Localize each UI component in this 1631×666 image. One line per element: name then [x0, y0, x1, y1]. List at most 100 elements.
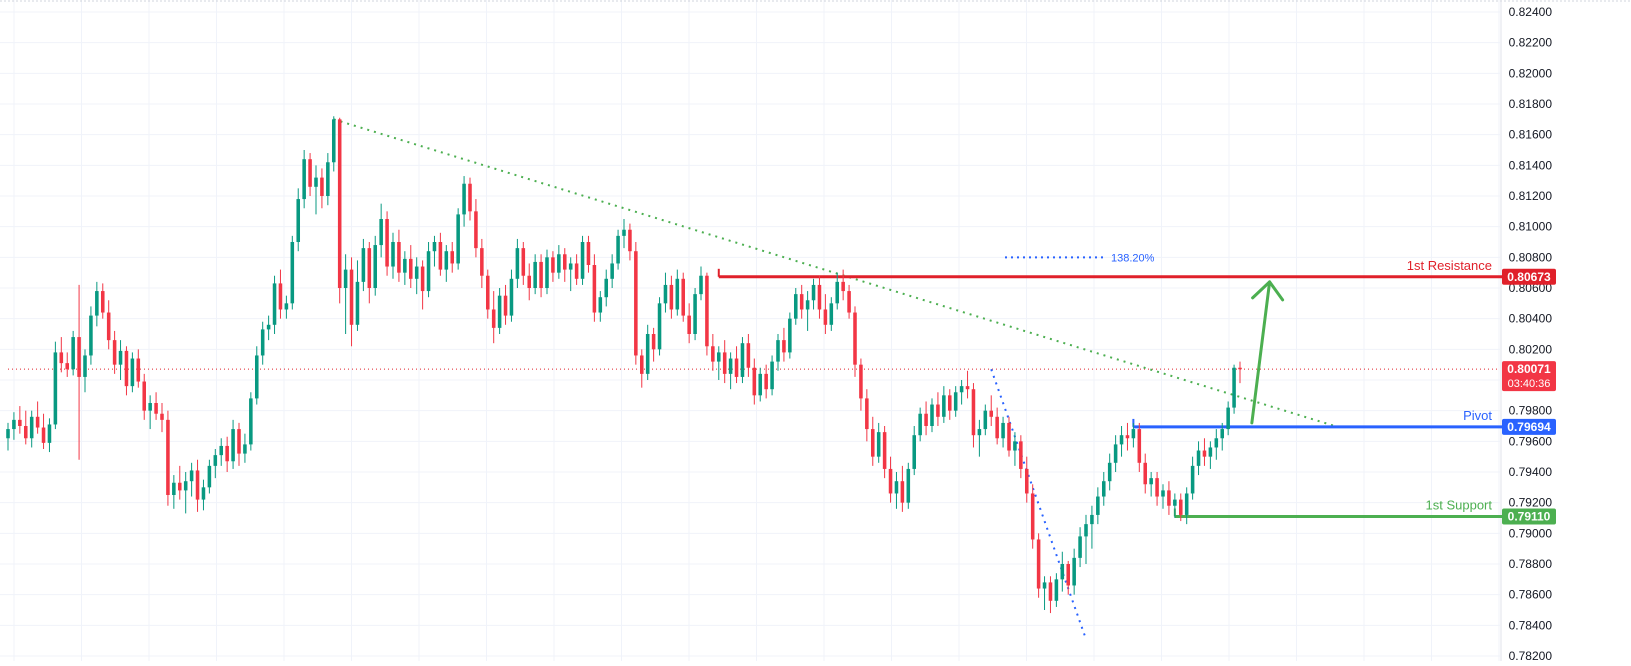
candle-up	[1054, 579, 1059, 601]
candle-down	[687, 315, 691, 334]
candle-up	[379, 219, 383, 246]
candle-down	[859, 364, 863, 399]
candle-down	[337, 119, 342, 288]
candle-up	[811, 284, 816, 301]
candle-up	[610, 263, 614, 279]
candle-up	[361, 248, 366, 282]
price-tick-label: 0.81400	[1509, 158, 1553, 172]
candle-up	[296, 199, 301, 242]
candle-up	[1214, 438, 1219, 448]
candle-up	[983, 410, 988, 430]
candle-up	[942, 395, 946, 417]
candle-up	[130, 358, 135, 387]
candle-up	[284, 303, 289, 310]
candle-down	[865, 398, 869, 430]
candle-down	[23, 426, 28, 439]
candle-up	[207, 465, 212, 488]
candle-down	[112, 340, 117, 365]
candle-up	[776, 340, 780, 362]
candle-down	[841, 281, 845, 292]
candle-up	[829, 303, 834, 325]
fib-extension-line	[990, 368, 1087, 640]
candle-up	[331, 119, 336, 163]
candle-down	[491, 309, 496, 328]
1st-support-badge-value: 0.79110	[1508, 509, 1551, 523]
candle-down	[154, 403, 158, 414]
candle-down	[237, 429, 241, 454]
price-tick-label: 0.81200	[1509, 189, 1553, 203]
candle-up	[1220, 429, 1225, 439]
candle-down	[746, 343, 751, 368]
candle-up	[876, 432, 881, 457]
candle-down	[1007, 422, 1011, 451]
candle-up	[533, 261, 537, 288]
candle-up	[414, 266, 419, 279]
candle-up	[1173, 499, 1177, 506]
price-axis[interactable]: 0.82400 0.82200 0.82000 0.81800 0.81600 0.814…	[1500, 0, 1553, 663]
candle-down	[752, 367, 757, 396]
candle-down	[385, 219, 389, 267]
candle-up	[1090, 514, 1094, 525]
candle-down	[41, 427, 46, 443]
price-tick-label: 0.79800	[1509, 404, 1553, 418]
1st-resistance-badge-value: 0.80673	[1507, 270, 1551, 284]
candle-up	[1226, 407, 1230, 430]
candle-down	[106, 312, 111, 341]
pivot-label: Pivot	[1463, 408, 1492, 423]
candle-up	[148, 403, 152, 411]
candle-up	[47, 424, 52, 443]
candle-up	[219, 445, 224, 456]
candle-up	[266, 324, 271, 330]
candle-up	[302, 159, 306, 200]
candle-up	[53, 352, 58, 425]
candle-up	[788, 318, 792, 353]
candle-up	[693, 294, 697, 334]
projection-arrow-shaft	[1250, 280, 1272, 425]
candle-down	[100, 291, 105, 313]
candle-up	[977, 429, 982, 436]
price-tick-label: 0.80800	[1509, 250, 1553, 264]
candle-up	[758, 373, 763, 396]
candle-down	[971, 389, 976, 436]
candle-up	[456, 214, 460, 264]
candle-down	[408, 258, 413, 279]
candle-down	[799, 294, 804, 310]
candle-up	[231, 429, 235, 462]
current-price-badge-value: 0.80071	[1507, 362, 1551, 376]
candle-up	[663, 284, 668, 304]
candle-up	[83, 355, 87, 377]
candle-up	[557, 254, 561, 273]
pivot-badge	[1502, 418, 1556, 435]
candle-down	[764, 373, 768, 390]
candle-up	[699, 275, 703, 295]
candle-up	[1078, 536, 1082, 558]
candle-down	[1137, 429, 1142, 463]
candle-up	[953, 392, 958, 411]
candle-down	[562, 254, 567, 270]
candle-up	[657, 303, 662, 350]
candle-down	[59, 352, 64, 364]
candle-up	[189, 470, 194, 482]
candle-up	[1060, 564, 1065, 580]
candle-up	[805, 300, 810, 310]
candle-down	[177, 482, 182, 491]
candle-down	[521, 248, 526, 276]
candle-down	[586, 242, 591, 265]
price-labels: 0.80673 0.79694 0.79110 0.80071 03:40:36	[1502, 268, 1556, 525]
fib-level-label: 138.20%	[1111, 252, 1155, 264]
candle-down	[1155, 478, 1159, 497]
candle-down	[817, 284, 822, 310]
candle-up	[403, 258, 407, 273]
candle-up	[272, 283, 277, 325]
candle-down	[734, 358, 739, 377]
candle-down	[870, 429, 875, 457]
candle-down	[936, 404, 940, 417]
candle-up	[1001, 422, 1005, 439]
candle-up	[645, 334, 650, 374]
candle-up	[1184, 493, 1189, 515]
candle-down	[634, 251, 638, 356]
price-tick-label: 0.78200	[1509, 649, 1553, 661]
price-tick-label: 0.78400	[1509, 618, 1553, 632]
